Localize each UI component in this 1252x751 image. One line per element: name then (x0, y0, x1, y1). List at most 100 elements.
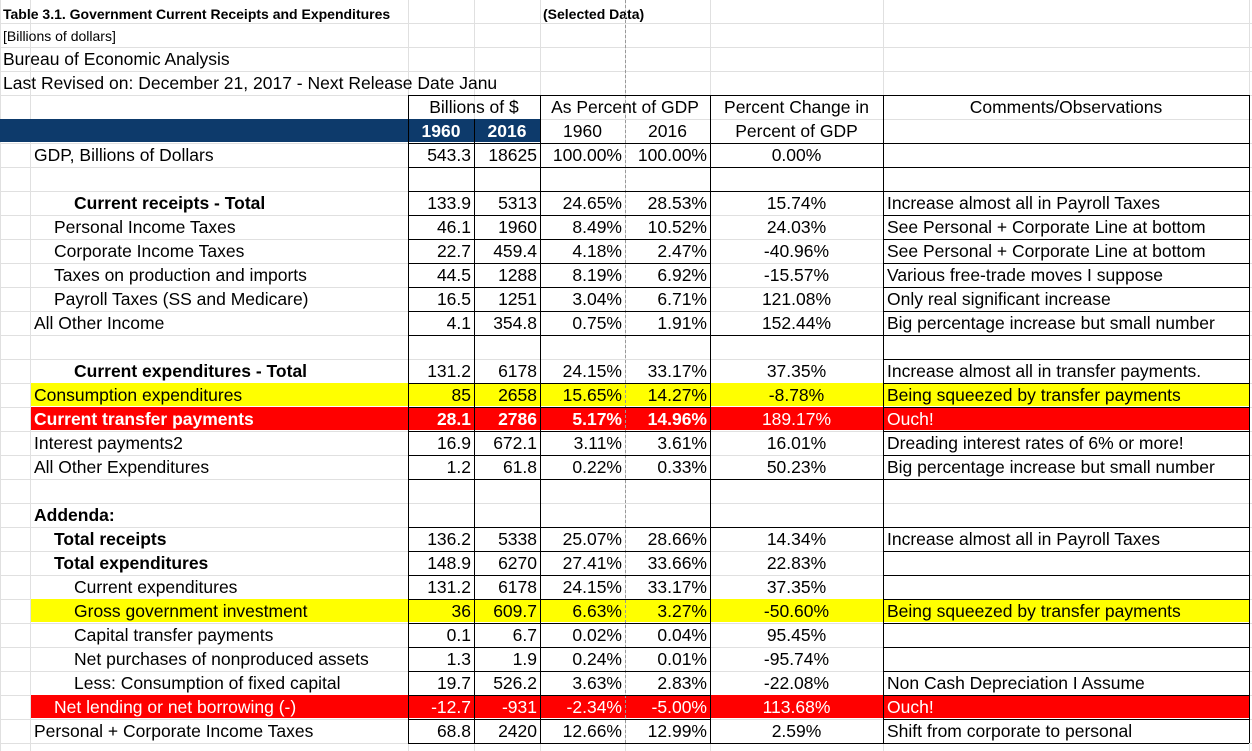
value-2016: 1288 (498, 265, 537, 285)
pct-gdp-2016: 28.66% (647, 529, 707, 549)
gridline (0, 359, 1252, 360)
row-label: Current expenditures - Total (74, 361, 308, 381)
table-border (408, 575, 710, 576)
table-border (408, 431, 710, 432)
comments-header: Comments/Observations (969, 97, 1163, 117)
table-border (408, 95, 409, 743)
row-highlight (883, 407, 1249, 430)
pct-change: 152.44% (761, 313, 832, 333)
pct-change: 24.03% (766, 217, 827, 237)
value-2016: 5313 (498, 193, 537, 213)
row-label: All Other Expenditures (34, 457, 210, 477)
gridline (0, 0, 1, 751)
table-border (408, 455, 710, 456)
value-2016: 354.8 (493, 313, 537, 333)
row-label: Personal + Corporate Income Taxes (34, 721, 314, 741)
value-1960: 1.3 (446, 649, 471, 669)
value-2016: 672.1 (493, 433, 537, 453)
value-2016: 2658 (498, 385, 537, 405)
value-2016: 61.8 (502, 457, 537, 477)
revised-label: Last Revised on: December 21, 2017 - Nex… (3, 73, 498, 93)
row-label: Consumption expenditures (34, 385, 243, 405)
pct-gdp-2016: 33.66% (647, 553, 707, 573)
pct-gdp-2016: 0.01% (657, 649, 707, 669)
pct-gdp-1960: 15.65% (562, 385, 622, 405)
comment: Increase almost all in Payroll Taxes (887, 193, 1160, 213)
table-border (408, 311, 710, 312)
value-1960: 16.9 (436, 433, 471, 453)
comment: Ouch! (887, 697, 934, 717)
row-label: Personal Income Taxes (54, 217, 236, 237)
table-border (408, 287, 710, 288)
pct-change: 121.08% (761, 289, 832, 309)
table-border (883, 167, 1249, 168)
row-label: Total receipts (54, 529, 167, 549)
pct-gdp-2016: 0.04% (657, 625, 707, 645)
pct-gdp-2016: 10.52% (647, 217, 707, 237)
gridline (30, 0, 31, 751)
row-highlight (408, 599, 883, 622)
pct-change: 113.68% (762, 697, 831, 717)
table-border (408, 695, 710, 696)
pct-change: -50.60% (763, 601, 830, 621)
comment: Increase almost all in Payroll Taxes (887, 529, 1160, 549)
table-border (408, 479, 1249, 480)
value-1960: 44.5 (436, 265, 471, 285)
comment: See Personal + Corporate Line at bottom (887, 217, 1206, 237)
table-border (883, 311, 1249, 312)
row-label: Current transfer payments (34, 409, 254, 429)
value-2016: 609.7 (493, 601, 537, 621)
pct-gdp-1960: 6.63% (572, 601, 622, 621)
table-border (883, 431, 1249, 432)
value-2016: 1.9 (512, 649, 537, 669)
table-border (883, 95, 884, 743)
value-2016: 1960 (498, 217, 537, 237)
table-border (710, 95, 711, 743)
comment: Ouch! (887, 409, 934, 429)
table-border (408, 647, 710, 648)
row-label: Current receipts - Total (74, 193, 266, 213)
table-border (408, 743, 710, 744)
table-border (408, 527, 710, 528)
value-2016: -931 (501, 697, 537, 717)
pct-gdp-2016: 14.27% (647, 385, 707, 405)
value-1960: 16.5 (436, 289, 471, 309)
row-label: Less: Consumption of fixed capital (74, 673, 341, 693)
row-highlight (31, 695, 408, 718)
value-1960: -12.7 (431, 697, 471, 717)
pct-gdp-1960: 27.41% (562, 553, 622, 573)
pct-gdp-2016: 12.99% (647, 721, 707, 741)
comment: Various free-trade moves I suppose (887, 265, 1163, 285)
pct-gdp-1960: 100.00% (552, 145, 622, 165)
value-2016: 6178 (498, 361, 537, 381)
table-border (408, 191, 1249, 192)
value-1960: 4.1 (446, 313, 471, 333)
comment: Big percentage increase but small number (887, 313, 1215, 333)
comment: Being squeezed by transfer payments (887, 385, 1181, 405)
table-border (408, 335, 710, 336)
value-2016: 6.7 (512, 625, 537, 645)
value-1960: 28.1 (436, 409, 471, 429)
comment: See Personal + Corporate Line at bottom (887, 241, 1206, 261)
pct-gdp-2016 (625, 503, 710, 527)
table-border (710, 143, 883, 144)
pct-gdp-1960: 0.22% (572, 457, 622, 477)
year-1960-header: 1960 (421, 121, 461, 141)
row-highlight (408, 695, 883, 718)
table-border (408, 167, 710, 168)
table-border (883, 143, 1249, 144)
table-border (883, 623, 1249, 624)
value-1960: 133.9 (427, 193, 471, 213)
pct-gdp-1960: 0.02% (572, 625, 622, 645)
pct-gdp-1960: 24.65% (562, 193, 622, 213)
table-border (408, 479, 710, 480)
table-border (625, 0, 626, 743)
row-label: Corporate Income Taxes (54, 241, 245, 261)
table-title: Table 3.1. Government Current Receipts a… (3, 6, 391, 22)
value-1960: 85 (451, 385, 471, 405)
table-border (1249, 95, 1250, 743)
pct-gdp-2016: 3.61% (657, 433, 707, 453)
value-1960: 148.9 (427, 553, 471, 573)
pct-change: 50.23% (766, 457, 827, 477)
